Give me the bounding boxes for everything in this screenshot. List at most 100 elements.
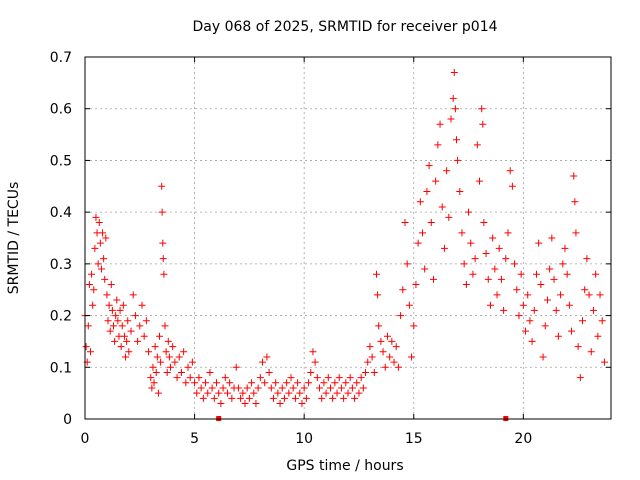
data-point	[165, 353, 173, 361]
data-point	[563, 270, 571, 278]
data-point	[94, 260, 102, 268]
data-point	[148, 384, 156, 392]
data-point	[532, 270, 540, 278]
data-point	[193, 389, 201, 397]
data-point	[283, 379, 291, 387]
data-point	[237, 394, 245, 402]
data-point	[351, 394, 359, 402]
data-point	[180, 348, 188, 356]
data-point	[119, 301, 127, 309]
data-point	[388, 337, 396, 345]
data-point	[90, 286, 98, 294]
data-point	[161, 322, 169, 330]
data-point	[517, 270, 525, 278]
data-point	[375, 322, 383, 330]
data-point	[278, 384, 286, 392]
data-point	[471, 255, 479, 263]
data-point	[215, 389, 223, 397]
data-point	[331, 379, 339, 387]
y-tick-label: 0	[63, 412, 72, 428]
data-point	[454, 156, 462, 164]
data-point	[374, 291, 382, 299]
data-point	[476, 177, 483, 185]
data-point	[124, 317, 132, 325]
data-point	[158, 208, 166, 216]
data-point	[113, 296, 121, 304]
data-point	[410, 322, 418, 330]
data-point	[158, 182, 166, 190]
data-point	[589, 306, 597, 314]
x-tick-label: 0	[81, 431, 90, 447]
data-point	[162, 348, 170, 356]
data-point	[326, 384, 334, 392]
data-point	[175, 353, 183, 361]
data-point	[276, 399, 284, 407]
data-point	[524, 291, 532, 299]
data-point	[149, 363, 157, 371]
data-point	[379, 348, 387, 356]
data-point	[539, 353, 547, 361]
data-point	[261, 379, 269, 387]
data-point	[434, 141, 442, 149]
data-point	[324, 374, 332, 382]
data-point	[245, 394, 253, 402]
data-point	[346, 374, 354, 382]
data-point	[390, 358, 398, 366]
data-point	[355, 389, 363, 397]
data-point	[256, 374, 264, 382]
data-point	[372, 270, 380, 278]
data-point	[313, 374, 321, 382]
data-point	[173, 374, 181, 382]
data-point	[432, 177, 440, 185]
data-point	[320, 379, 328, 387]
data-point	[443, 167, 451, 175]
data-point	[528, 337, 536, 345]
data-point	[403, 260, 411, 268]
data-point	[447, 115, 455, 123]
data-point	[140, 332, 148, 340]
data-point	[508, 182, 516, 190]
data-point	[291, 394, 299, 402]
data-point	[495, 244, 503, 252]
data-point	[318, 394, 326, 402]
x-tick-label: 20	[514, 431, 532, 447]
data-point	[526, 317, 534, 325]
data-point	[344, 389, 352, 397]
data-point	[239, 389, 247, 397]
data-point	[204, 389, 212, 397]
data-point	[394, 363, 402, 371]
data-point	[408, 353, 416, 361]
data-point	[208, 384, 216, 392]
data-point	[530, 306, 538, 314]
data-point	[506, 167, 514, 175]
data-point	[177, 368, 185, 376]
data-point	[151, 343, 159, 351]
data-point	[511, 260, 519, 268]
data-point	[585, 291, 593, 299]
data-point	[600, 358, 608, 366]
data-point	[559, 260, 567, 268]
data-point	[287, 374, 295, 382]
data-point	[305, 379, 313, 387]
data-point	[362, 368, 370, 376]
data-point	[134, 337, 142, 345]
data-point	[298, 399, 306, 407]
data-point	[101, 275, 109, 283]
data-point	[368, 353, 376, 361]
data-point	[150, 379, 158, 387]
data-point	[421, 265, 429, 273]
data-point	[156, 332, 164, 340]
data-point	[159, 255, 167, 263]
data-point	[340, 394, 348, 402]
data-point	[519, 301, 527, 309]
data-point	[186, 374, 194, 382]
x-tick-label: 10	[295, 431, 313, 447]
data-point	[92, 213, 100, 221]
data-point	[142, 317, 150, 325]
data-point	[138, 301, 146, 309]
data-point	[449, 94, 457, 102]
data-point	[568, 327, 576, 335]
data-point	[219, 384, 227, 392]
y-axis-ticks: 0 0.1 0.2 0.3 0.4 0.5 0.6 0.7	[50, 50, 611, 428]
